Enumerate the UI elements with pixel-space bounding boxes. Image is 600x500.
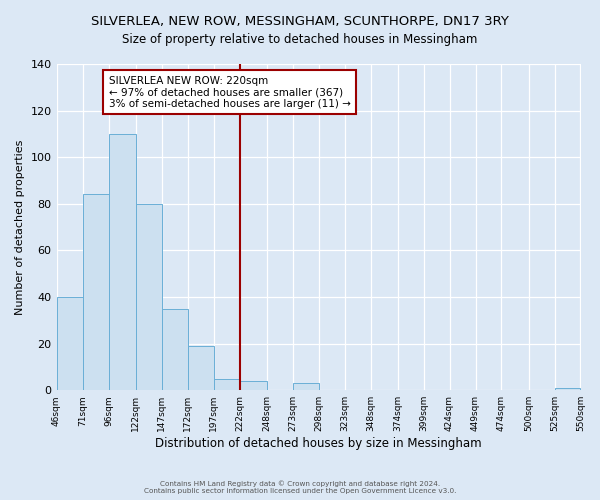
Bar — [188, 346, 214, 390]
Text: Contains HM Land Registry data © Crown copyright and database right 2024.
Contai: Contains HM Land Registry data © Crown c… — [144, 480, 456, 494]
Y-axis label: Number of detached properties: Number of detached properties — [15, 140, 25, 315]
Text: Size of property relative to detached houses in Messingham: Size of property relative to detached ho… — [122, 32, 478, 46]
Bar — [293, 383, 319, 390]
Bar — [136, 204, 161, 390]
Bar — [56, 297, 83, 390]
Bar — [554, 388, 580, 390]
X-axis label: Distribution of detached houses by size in Messingham: Distribution of detached houses by size … — [155, 437, 482, 450]
Bar — [214, 378, 239, 390]
Bar — [161, 308, 188, 390]
Text: SILVERLEA, NEW ROW, MESSINGHAM, SCUNTHORPE, DN17 3RY: SILVERLEA, NEW ROW, MESSINGHAM, SCUNTHOR… — [91, 15, 509, 28]
Bar — [239, 381, 266, 390]
Bar — [109, 134, 136, 390]
Bar — [83, 194, 109, 390]
Text: SILVERLEA NEW ROW: 220sqm
← 97% of detached houses are smaller (367)
3% of semi-: SILVERLEA NEW ROW: 220sqm ← 97% of detac… — [109, 76, 350, 109]
